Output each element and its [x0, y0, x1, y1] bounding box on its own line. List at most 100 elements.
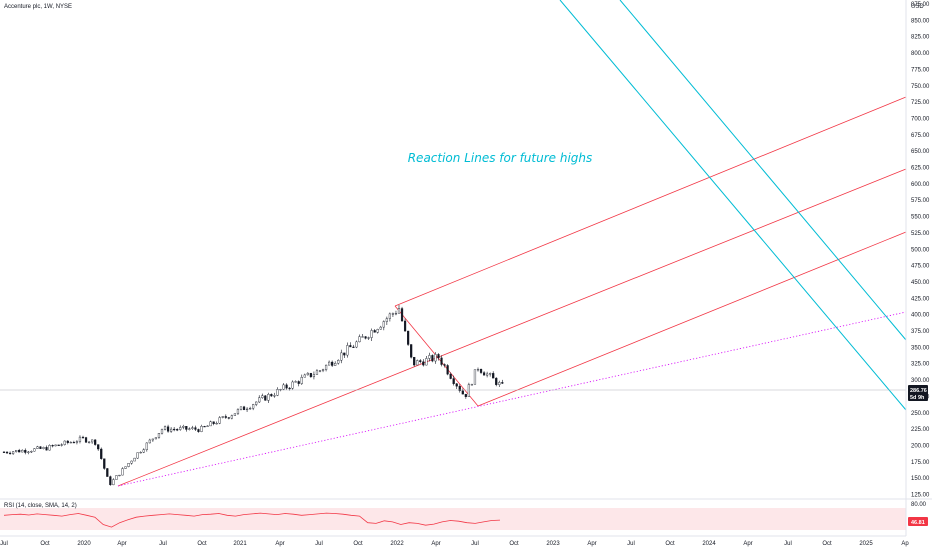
- candle-body: [261, 395, 264, 398]
- candle-body: [118, 474, 121, 477]
- candle-body: [400, 308, 404, 322]
- candle-body: [51, 445, 54, 447]
- candle-body: [495, 377, 498, 385]
- x-tick-label: Oct: [822, 541, 832, 547]
- cyan-reaction-line-2: [619, 0, 907, 341]
- y-tick-label: 125.00: [911, 493, 930, 499]
- candle-body: [5, 451, 9, 454]
- candle-body: [27, 451, 30, 453]
- rsi-line: [3, 512, 501, 528]
- candle-body: [355, 341, 358, 348]
- candle-body: [45, 447, 48, 451]
- candle-body: [18, 449, 21, 453]
- x-tick-label: Apr: [431, 541, 440, 547]
- candle-body: [249, 407, 252, 410]
- candle-body: [461, 390, 464, 395]
- candle-body: [458, 386, 461, 392]
- candle-body: [236, 409, 240, 414]
- y-tick-label: 350.00: [911, 345, 930, 351]
- candle-body: [479, 369, 483, 373]
- candle-body: [437, 354, 440, 359]
- candle-body: [467, 384, 470, 398]
- x-tick-label: 2020: [77, 541, 91, 547]
- y-tick-label: 775.00: [911, 67, 930, 73]
- candle-body: [443, 364, 446, 366]
- rsi-badge-value: 46.81: [911, 520, 925, 526]
- candle-body: [352, 346, 355, 348]
- candle-body: [60, 444, 63, 446]
- pitchfork-upper-line: [394, 96, 907, 307]
- candle-body: [419, 360, 422, 362]
- x-tick-label: Oct: [40, 541, 50, 547]
- candle-body: [440, 357, 443, 365]
- candle-body: [21, 449, 24, 453]
- candle-body: [303, 374, 306, 378]
- candle-body: [212, 421, 215, 424]
- candle-body: [94, 439, 97, 445]
- candle-body: [422, 361, 425, 366]
- candle-body: [346, 345, 349, 356]
- x-tick-label: Apr: [587, 541, 596, 547]
- y-tick-label: 725.00: [911, 100, 930, 106]
- price-badge-value: 286.76: [910, 388, 927, 394]
- candle-body: [267, 394, 270, 401]
- candle-body: [15, 449, 18, 452]
- y-tick-label: 825.00: [911, 35, 930, 41]
- candle-body: [176, 429, 179, 431]
- price-badge-countdown: 5d 9h: [910, 395, 925, 401]
- candle-body: [42, 447, 45, 449]
- candle-body: [160, 429, 164, 434]
- time-axis[interactable]: Jul Oct 2020 Apr Jul Oct 2021 Apr Jul Oct 2022 Apr J…: [0, 541, 909, 547]
- candle-body: [364, 336, 367, 339]
- rsi-badge: 46.81: [908, 517, 928, 526]
- candle-body: [239, 406, 243, 410]
- candle-body: [12, 451, 15, 454]
- candle-body: [264, 395, 267, 401]
- candle-body: [285, 384, 288, 389]
- x-tick-label: Jul: [627, 541, 635, 547]
- candle-body: [388, 313, 391, 319]
- candle-body: [331, 361, 334, 366]
- candle-body: [36, 446, 39, 449]
- candle-body: [163, 426, 167, 430]
- candle-body: [486, 373, 489, 376]
- y-tick-label: 850.00: [911, 18, 930, 24]
- candle-body: [230, 415, 233, 419]
- candle-body: [361, 336, 364, 338]
- candle-body: [221, 416, 224, 418]
- candle-body: [255, 401, 258, 405]
- candle-body: [87, 441, 91, 443]
- y-tick-label: 500.00: [911, 247, 930, 253]
- y-tick-label: 425.00: [911, 296, 930, 302]
- candle-body: [464, 393, 467, 398]
- candle-body: [501, 382, 504, 384]
- candle-body: [121, 468, 124, 476]
- candle-body: [470, 384, 474, 386]
- x-tick-label: Jul: [0, 541, 8, 547]
- candle-body: [349, 345, 352, 348]
- candle-body: [309, 372, 312, 378]
- candle-body: [413, 356, 416, 366]
- candle-body: [151, 438, 154, 441]
- candle-body: [148, 439, 151, 444]
- candle-body: [318, 370, 322, 372]
- price-axis[interactable]: 875.00 850.00 825.00 800.00 775.00 750.00 725.…: [911, 2, 930, 499]
- candle-body: [300, 377, 303, 384]
- candle-body: [124, 466, 127, 469]
- y-tick-label: 300.00: [911, 378, 930, 384]
- candle-body: [489, 373, 492, 375]
- y-tick-label: 650.00: [911, 149, 930, 155]
- candle-body: [428, 355, 431, 359]
- candle-body: [291, 381, 294, 389]
- candle-body: [48, 445, 51, 451]
- candle-body: [103, 458, 106, 469]
- candle-body: [39, 446, 42, 449]
- candle-body: [130, 460, 133, 464]
- candle-body: [182, 426, 185, 428]
- candle-body: [258, 397, 261, 403]
- y-tick-label: 400.00: [911, 313, 930, 319]
- y-tick-label: 700.00: [911, 116, 930, 122]
- candle-body: [385, 318, 388, 322]
